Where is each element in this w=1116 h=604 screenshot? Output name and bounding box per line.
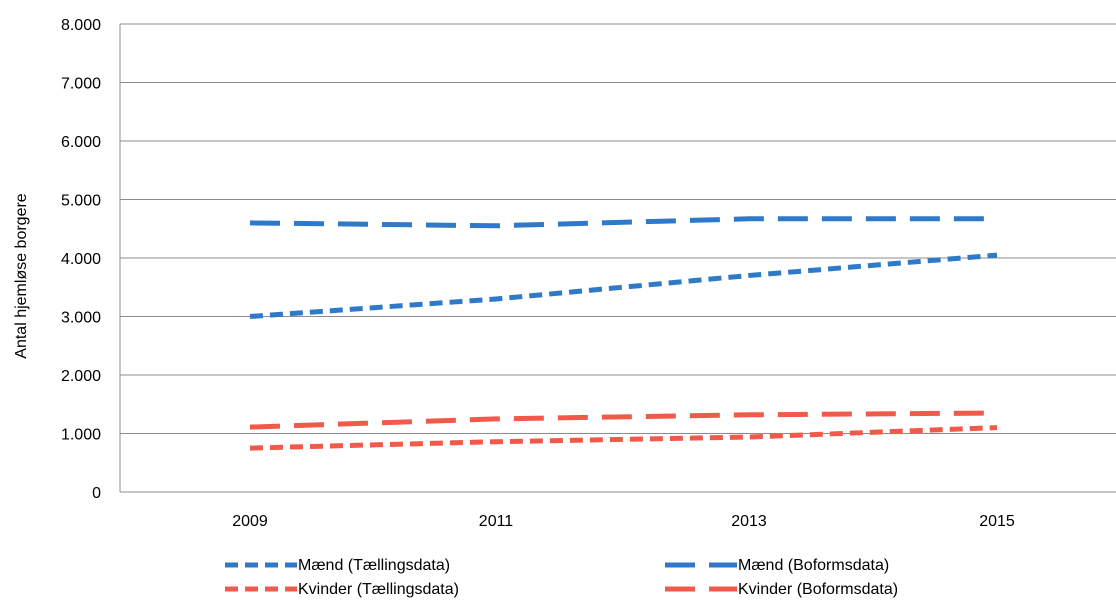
- y-tick-label: 6.000: [61, 134, 101, 151]
- x-axis-ticks: 2009 2011 2013 2015: [232, 513, 1015, 530]
- y-tick-label: 7.000: [61, 76, 101, 93]
- x-tick-label: 2009: [232, 513, 268, 530]
- y-axis-label: Antal hjemløse borgere: [13, 193, 30, 359]
- legend-label: Kvinder (Tællingsdata): [298, 581, 459, 598]
- y-tick-label: 0: [92, 485, 101, 502]
- x-tick-label: 2013: [731, 513, 767, 530]
- series-line-3: [249, 425, 998, 451]
- y-tick-label: 3.000: [61, 310, 101, 327]
- series-lines: [249, 216, 998, 451]
- series-line-1: [249, 252, 998, 319]
- series-line-4: [249, 410, 998, 430]
- y-tick-label: 4.000: [61, 251, 101, 268]
- series-line-2: [249, 216, 997, 229]
- legend-label: Kvinder (Boformsdata): [738, 581, 898, 598]
- gridlines: [120, 23, 1116, 434]
- axes: [119, 24, 1116, 493]
- y-tick-label: 5.000: [61, 193, 101, 210]
- y-axis-ticks: 0 1.000 2.000 3.000 4.000 5.000 6.000 7.000 8.00…: [61, 17, 101, 502]
- legend-label: Mænd (Boformsdata): [738, 557, 889, 574]
- legend: Mænd (Tællingsdata) Mænd (Boformsdata) Kvi…: [225, 557, 898, 598]
- x-tick-label: 2015: [979, 513, 1015, 530]
- y-tick-label: 1.000: [61, 427, 101, 444]
- legend-label: Mænd (Tællingsdata): [298, 557, 450, 574]
- x-tick-label: 2011: [479, 513, 514, 530]
- y-tick-label: 8.000: [61, 17, 101, 34]
- y-tick-label: 2.000: [61, 368, 101, 385]
